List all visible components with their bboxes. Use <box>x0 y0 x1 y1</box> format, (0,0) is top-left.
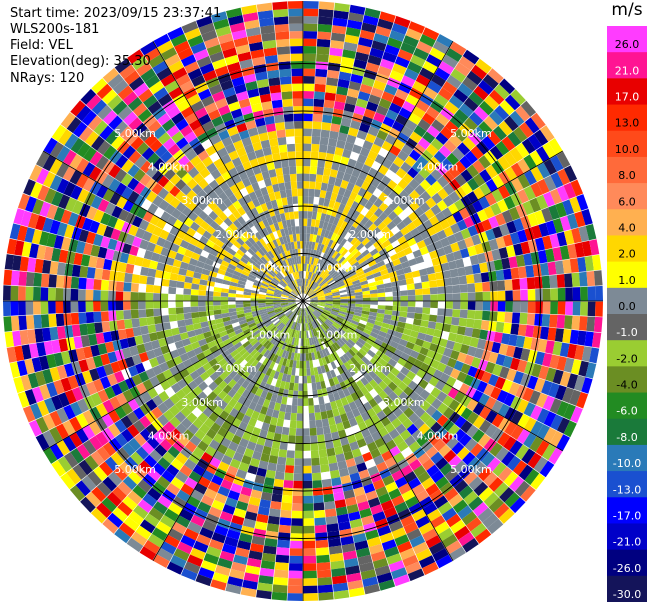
colorbar-tick-label: 6.0 <box>618 195 636 208</box>
range-ring-label: 4.00km <box>148 429 190 442</box>
azimuth-spoke <box>302 150 563 302</box>
azimuth-spoke <box>302 40 454 302</box>
range-ring-label: 5.00km <box>450 463 492 476</box>
azimuth-spoke <box>42 150 304 302</box>
colorbar-swatch <box>607 575 647 602</box>
range-ring-label: 2.00km <box>215 362 257 375</box>
range-ring-label: 4.00km <box>148 161 190 174</box>
range-ring-label: 1.00km <box>249 261 291 274</box>
colorbar-swatch <box>607 235 647 263</box>
colorbar-swatch <box>607 314 647 341</box>
colorbar-tick-label: -17.0 <box>613 509 641 522</box>
colorbar-tick-label: -10.0 <box>613 457 641 470</box>
colorbar-tick-label: 26.0 <box>615 38 640 51</box>
colorbar-swatch <box>607 340 647 367</box>
range-ring-label: 5.00km <box>114 127 156 140</box>
colorbar-swatch <box>607 78 647 106</box>
colorbar-unit-label: m/s <box>611 0 643 20</box>
range-ring-label: 3.00km <box>181 396 223 409</box>
colorbar-swatch <box>607 209 647 236</box>
colorbar-tick-label: 21.0 <box>615 64 640 77</box>
colorbar-swatch <box>607 392 647 420</box>
colorbar-tick-label: -26.0 <box>613 562 641 575</box>
colorbar-swatch <box>607 549 647 577</box>
colorbar-swatch <box>607 156 647 184</box>
colorbar-tick-label: 0.0 <box>618 300 636 313</box>
azimuth-spoke <box>152 40 304 302</box>
colorbar-tick-label: 2.0 <box>618 248 636 261</box>
azimuth-spoke <box>302 300 454 561</box>
range-ring-label: 1.00km <box>249 329 291 342</box>
colorbar-swatch <box>607 444 647 472</box>
colorbar-tick-label: -8.0 <box>616 431 637 444</box>
colorbar-swatch <box>607 497 647 524</box>
range-ring-label: 2.00km <box>215 228 257 241</box>
range-ring-label: 2.00km <box>349 228 391 241</box>
range-ring-label: 5.00km <box>450 127 492 140</box>
ppi-gates <box>3 1 603 601</box>
colorbar-swatch <box>607 52 647 79</box>
azimuth-spoke <box>42 300 304 452</box>
colorbar-swatch <box>607 366 647 394</box>
nrays-label: NRays: 120 <box>10 71 85 86</box>
colorbar-tick-label: -1.0 <box>616 326 637 339</box>
range-ring-label: 1.00km <box>316 329 358 342</box>
colorbar-swatch <box>607 183 647 210</box>
colorbar-tick-label: -2.0 <box>616 352 637 365</box>
start-time-label: Start time: 2023/09/15 23:37:41 <box>10 6 222 21</box>
range-ring-label: 4.00km <box>417 161 459 174</box>
instrument-label: WLS200s-181 <box>10 22 100 37</box>
field-label: Field: VEL <box>10 38 73 53</box>
colorbar-swatch <box>607 26 647 53</box>
colorbar-swatch <box>607 287 647 315</box>
ppi-velocity-plot: 1.00km 1.00km 1.00km 1.00km 2.00km 2.00km 2.00… <box>3 1 603 601</box>
range-ring-label: 4.00km <box>417 429 459 442</box>
colorbar-swatch <box>607 418 647 446</box>
colorbar-swatch <box>607 523 647 551</box>
colorbar-tick-label: -6.0 <box>616 405 637 418</box>
elevation-label: Elevation(deg): 35.30 <box>10 54 151 69</box>
azimuth-spoke <box>302 300 563 452</box>
colorbar-tick-label: -4.0 <box>616 379 637 392</box>
colorbar-swatch <box>607 471 647 498</box>
colorbar-tick-label: -21.0 <box>613 536 641 549</box>
colorbar-tick-label: 10.0 <box>615 143 640 156</box>
range-ring-label: 3.00km <box>383 194 425 207</box>
range-ring-label: 3.00km <box>181 194 223 207</box>
colorbar-swatch <box>607 104 647 132</box>
azimuth-spoke <box>152 300 304 561</box>
range-ring-label: 2.00km <box>349 362 391 375</box>
colorbar-tick-label: 4.0 <box>618 221 636 234</box>
colorbar-swatch <box>607 130 647 158</box>
colorbar-tick-label: 1.0 <box>618 274 636 287</box>
colorbar-tick-label: -13.0 <box>613 483 641 496</box>
colorbar-tick-label: 13.0 <box>615 117 640 130</box>
colorbar-tick-label: 17.0 <box>615 91 640 104</box>
range-ring-label: 5.00km <box>114 463 156 476</box>
colorbar-swatch <box>607 261 647 289</box>
colorbar: 26.0 21.0 17.0 13.0 10.0 8.0 6.0 4.0 2.0 1.0 0.0 -1… <box>607 26 647 602</box>
range-ring-label: 1.00km <box>316 261 358 274</box>
range-ring-label: 3.00km <box>383 396 425 409</box>
colorbar-tick-label: 8.0 <box>618 169 636 182</box>
colorbar-tick-label: -30.0 <box>613 588 641 601</box>
